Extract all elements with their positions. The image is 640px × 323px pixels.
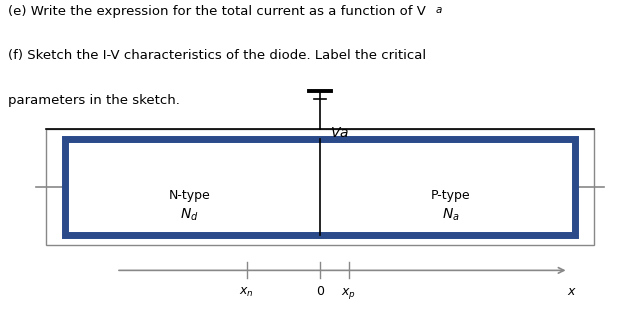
Text: $x_n$: $x_n$ <box>239 287 254 299</box>
Text: P-type: P-type <box>431 189 470 202</box>
Text: N-type: N-type <box>168 189 211 202</box>
Text: parameters in the sketch.: parameters in the sketch. <box>8 94 180 107</box>
Bar <box>46 130 594 245</box>
Text: $Va$: $Va$ <box>330 126 349 140</box>
Text: 0: 0 <box>316 285 324 298</box>
Text: $N_d$: $N_d$ <box>180 206 198 223</box>
Text: (f) Sketch the I-V characteristics of the diode. Label the critical: (f) Sketch the I-V characteristics of th… <box>8 49 426 62</box>
Text: $N_a$: $N_a$ <box>442 206 460 223</box>
Text: a: a <box>436 5 442 15</box>
Text: (e) Write the expression for the total current as a function of V: (e) Write the expression for the total c… <box>8 5 426 17</box>
Text: $x$: $x$ <box>567 285 577 298</box>
Bar <box>65 139 575 235</box>
Text: $x_p$: $x_p$ <box>341 287 356 301</box>
